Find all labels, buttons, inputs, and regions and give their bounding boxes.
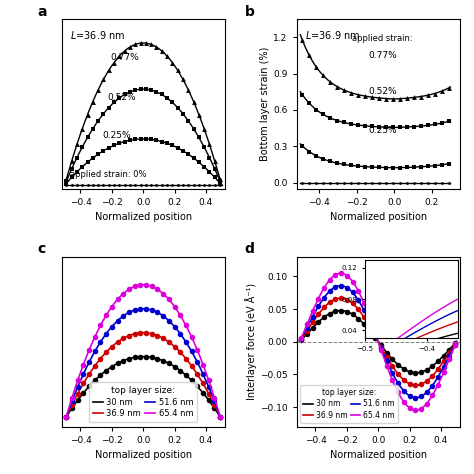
X-axis label: Normalized position: Normalized position [329, 450, 427, 460]
Text: c: c [37, 242, 46, 256]
Text: 0.77%: 0.77% [368, 51, 397, 60]
Text: 0.25%: 0.25% [102, 131, 131, 140]
Text: $L$=36.9 nm: $L$=36.9 nm [70, 29, 125, 41]
Text: a: a [37, 5, 46, 18]
Text: $L$=36.9 nm: $L$=36.9 nm [305, 29, 360, 41]
Text: 0.25%: 0.25% [368, 126, 397, 135]
X-axis label: Normalized position: Normalized position [95, 212, 192, 222]
Text: d: d [245, 242, 254, 256]
Text: applied strain: 0%: applied strain: 0% [70, 170, 146, 179]
X-axis label: Normalized position: Normalized position [329, 212, 427, 222]
X-axis label: Normalized position: Normalized position [95, 450, 192, 460]
Legend: 30 nm, 36.9 nm, 51.6 nm, 65.4 nm: 30 nm, 36.9 nm, 51.6 nm, 65.4 nm [89, 382, 198, 422]
Text: applied strain:: applied strain: [352, 34, 413, 43]
Text: b: b [245, 5, 254, 18]
Text: 0.52%: 0.52% [368, 87, 397, 96]
Legend: 30 nm, 36.9 nm, 51.6 nm, 65.4 nm: 30 nm, 36.9 nm, 51.6 nm, 65.4 nm [301, 385, 398, 423]
Y-axis label: Bottom layer strain (%): Bottom layer strain (%) [260, 47, 271, 161]
Text: 0.52%: 0.52% [107, 93, 136, 102]
Y-axis label: Interlayer force (eV Å⁻¹): Interlayer force (eV Å⁻¹) [245, 283, 257, 400]
Text: 0.77%: 0.77% [110, 53, 139, 62]
